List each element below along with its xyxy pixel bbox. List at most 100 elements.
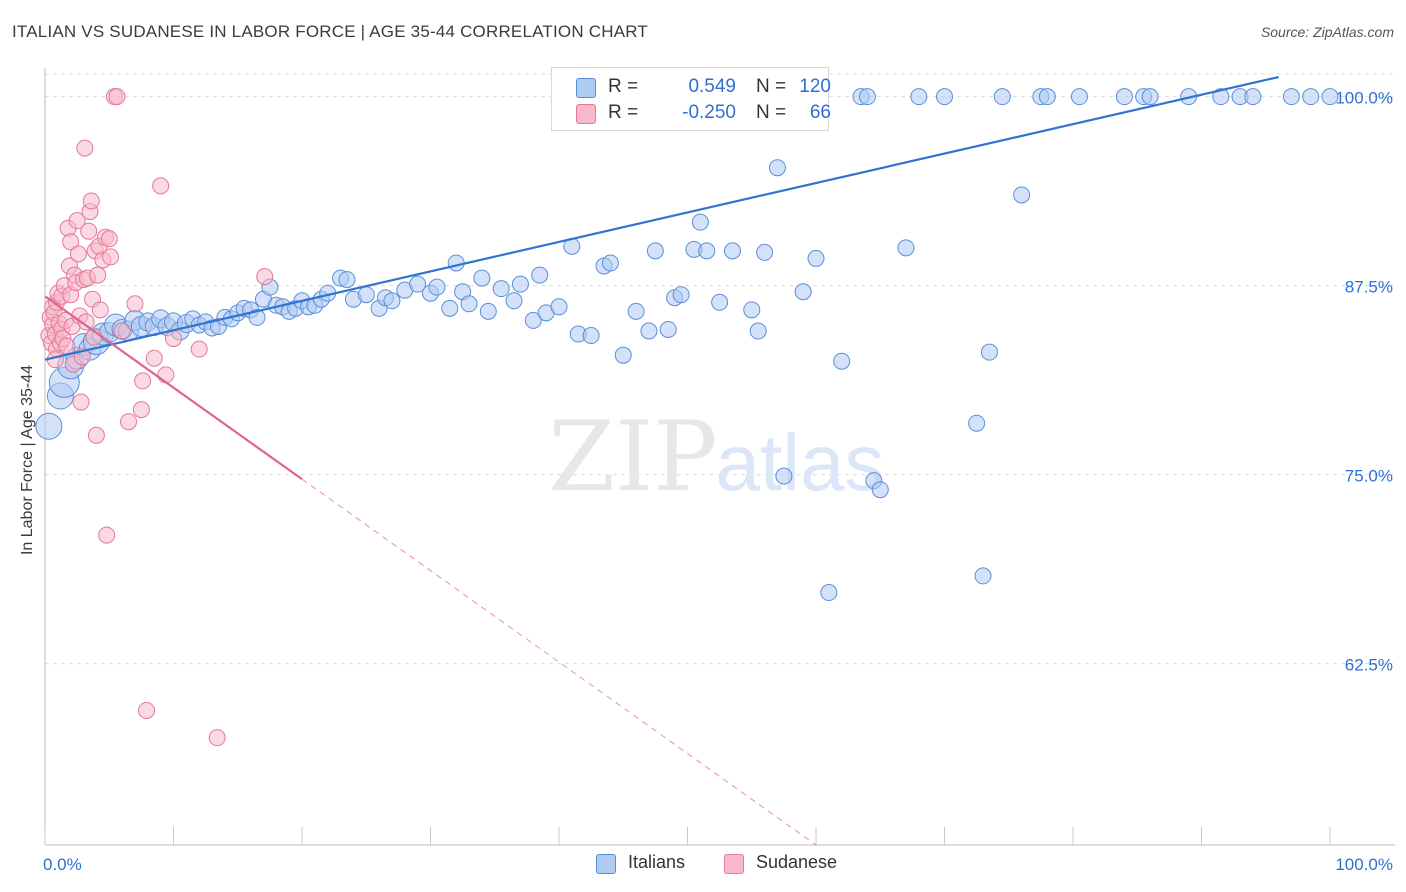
italians-point — [858, 88, 876, 106]
italians-trend-line — [44, 75, 1279, 361]
sudanese-swatch — [576, 104, 596, 124]
watermark-zip: ZIP — [548, 401, 717, 513]
italians-point — [711, 293, 729, 311]
watermark-atlas: atlas — [716, 418, 885, 507]
italians-point — [383, 292, 401, 310]
sudanese-point — [100, 230, 118, 248]
italians-point — [627, 302, 645, 320]
sudanese-point — [68, 212, 86, 230]
sudanese-point — [208, 729, 226, 747]
italians-point — [601, 254, 619, 272]
italians-point — [441, 299, 459, 317]
italians-point — [980, 343, 998, 361]
sudanese-r-label: R = — [608, 102, 639, 123]
sudanese-point — [80, 222, 98, 240]
sudanese-n-value: 66 — [809, 102, 831, 123]
italians-point — [582, 327, 600, 345]
italians-point — [479, 302, 497, 320]
sudanese-legend-swatch — [724, 854, 744, 874]
sudanese-point — [138, 701, 156, 719]
sudanese-point — [145, 349, 163, 367]
sudanese-point — [256, 268, 274, 286]
italians-point — [1070, 88, 1088, 106]
sudanese-point — [134, 372, 152, 390]
chart-title: ITALIAN VS SUDANESE IN LABOR FORCE | AGE… — [12, 22, 648, 41]
sudanese-point — [108, 88, 126, 106]
sudanese-points — [40, 88, 274, 747]
italians-point — [1038, 88, 1056, 106]
italians-point — [409, 275, 427, 293]
italians-n-value: 120 — [799, 76, 831, 97]
sudanese-point — [82, 192, 100, 210]
italians-point — [993, 88, 1011, 106]
italians-point — [871, 481, 889, 499]
sudanese-trend-line — [44, 295, 303, 481]
italians-point — [1013, 186, 1031, 204]
italians-point — [447, 254, 465, 272]
sudanese-r-value: -0.250 — [682, 102, 736, 123]
italians-point — [910, 88, 928, 106]
italians-point — [768, 159, 786, 177]
sudanese-point — [120, 413, 138, 431]
sudanese-point — [157, 366, 175, 384]
italians-point — [428, 278, 446, 296]
italians-point — [531, 266, 549, 284]
italians-point — [936, 88, 953, 106]
y-tick-label: 62.5% — [1345, 656, 1393, 675]
watermark: ZIP atlas — [548, 401, 884, 513]
sudanese-legend-label: Sudanese — [756, 852, 838, 872]
sudanese-point — [102, 248, 120, 266]
italians-point — [640, 322, 658, 340]
italians-point — [1115, 88, 1133, 106]
italians-point — [1244, 88, 1262, 106]
italians-point — [659, 320, 677, 338]
italians-legend-swatch — [596, 854, 616, 874]
italians-point — [460, 295, 478, 313]
source-label: Source: ZipAtlas.com — [1260, 24, 1394, 40]
italians-point — [505, 292, 523, 310]
sudanese-trend-extension — [301, 478, 817, 846]
italians-point — [794, 283, 812, 301]
italians-r-value: 0.549 — [688, 76, 736, 97]
sudanese-point — [76, 139, 94, 157]
italians-legend-label: Italians — [628, 852, 686, 872]
italians-point — [833, 352, 851, 370]
sudanese-point — [98, 526, 116, 544]
italians-point — [35, 412, 63, 440]
italians-point — [614, 346, 632, 364]
sudanese-point — [62, 233, 80, 251]
sudanese-point — [58, 337, 76, 355]
italians-point — [1141, 88, 1159, 106]
italians-point — [672, 286, 690, 304]
x-tick-label-min: 0.0% — [43, 855, 82, 874]
sudanese-point — [69, 245, 87, 263]
sudanese-point — [89, 266, 107, 284]
italians-n-label: N = — [756, 76, 787, 97]
sudanese-point — [77, 313, 95, 331]
sudanese-point — [87, 426, 105, 444]
italians-point — [1282, 88, 1300, 106]
italians-point — [511, 275, 529, 293]
y-tick-label: 87.5% — [1345, 278, 1393, 297]
sudanese-point — [132, 401, 150, 419]
italians-point — [749, 322, 767, 340]
correlation-legend: R = 0.549 N = 120 R = -0.250 N = 66 — [551, 67, 831, 131]
italians-point — [756, 243, 774, 261]
italians-point — [338, 271, 356, 289]
italians-point — [897, 239, 915, 257]
italians-point — [691, 213, 709, 231]
trend-lines — [44, 75, 1279, 846]
italians-point — [646, 242, 664, 260]
italians-r-label: R = — [608, 76, 639, 97]
italians-point — [723, 242, 741, 260]
sudanese-point — [190, 340, 208, 358]
sudanese-point — [113, 322, 131, 340]
x-tick-label-max: 100.0% — [1335, 855, 1393, 874]
italians-point — [820, 584, 838, 602]
italians-point — [807, 249, 825, 267]
sudanese-point — [72, 393, 90, 411]
tick-labels: 100.0% 87.5% 75.0% 62.5% 0.0% 100.0% — [43, 89, 1393, 874]
italians-point — [1212, 88, 1230, 106]
italians-swatch — [576, 78, 596, 98]
